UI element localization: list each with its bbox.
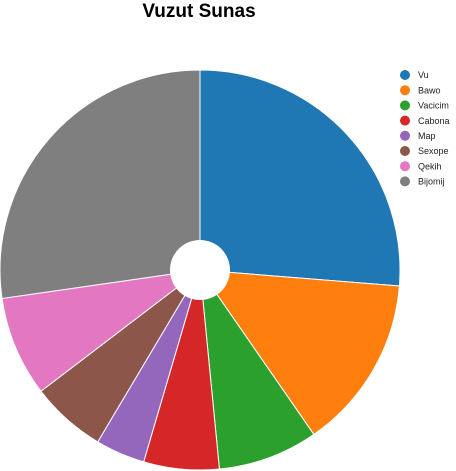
pie-slice-bijomij	[0, 69, 201, 300]
legend-item-bijomij: Bijomij	[400, 176, 445, 187]
pie-slice-bawo	[198, 269, 400, 436]
legend-label-bijomij: Bijomij	[418, 177, 445, 187]
legend-item-qekih: Qekih	[400, 161, 442, 171]
pie-slice-vu	[199, 69, 401, 287]
legend-swatch-vacicim	[400, 100, 410, 111]
legend-label-map: Map	[418, 131, 436, 141]
legend: Vu Bawo Vacicim Cabona Map Sexope Qekih Bijomij	[400, 70, 450, 187]
legend-swatch-sexope	[400, 146, 410, 156]
legend-label-sexope: Sexope	[418, 146, 449, 156]
legend-swatch-cabona	[400, 115, 410, 126]
pie-slices	[0, 69, 401, 471]
legend-label-qekih: Qekih	[418, 161, 442, 171]
pie-slice-qekih	[1, 269, 202, 392]
legend-swatch-map	[400, 130, 410, 141]
legend-item-cabona: Cabona	[400, 115, 450, 126]
donut-hole	[170, 240, 230, 300]
legend-item-sexope: Sexope	[400, 146, 449, 156]
legend-swatch-vu	[400, 70, 410, 80]
legend-label-vacicim: Vacicim	[418, 101, 449, 111]
legend-item-bawo: Bawo	[400, 85, 441, 95]
legend-swatch-qekih	[400, 161, 410, 172]
legend-item-vu: Vu	[400, 70, 429, 80]
chart-title: Vuzut Sunas	[142, 1, 255, 22]
legend-item-vacicim: Vacicim	[400, 100, 449, 111]
pie-slice-vacicim	[199, 268, 315, 470]
legend-label-vu: Vu	[418, 70, 429, 80]
legend-item-map: Map	[400, 130, 436, 141]
legend-swatch-bijomij	[400, 176, 410, 187]
legend-swatch-bawo	[400, 85, 410, 96]
legend-label-bawo: Bawo	[418, 85, 441, 95]
legend-label-cabona: Cabona	[418, 116, 450, 126]
